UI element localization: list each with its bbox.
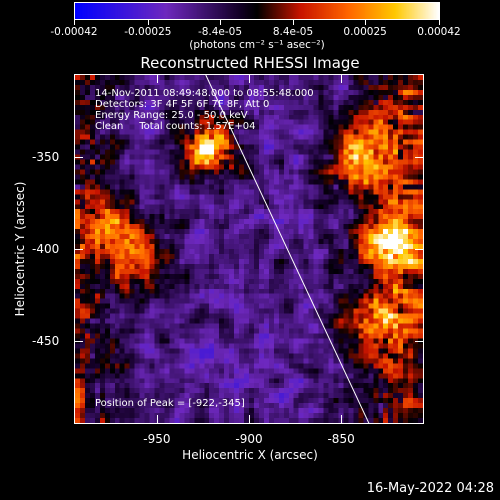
y-tick-mark (415, 249, 423, 250)
y-tick-mark (75, 156, 83, 158)
info-time: 14-Nov-2011 08:49:48.000 to 08:55:48.000 (95, 88, 314, 99)
solar-limb-line (205, 75, 370, 423)
y-tick-label: -350 (32, 149, 60, 164)
colorbar-tick-label: -0.00042 (50, 26, 98, 38)
colorbar-tick (147, 20, 149, 25)
x-tick-mark (249, 75, 250, 83)
colorbar-tick-label: 0.00042 (417, 26, 461, 38)
x-tick-label: -850 (327, 432, 355, 446)
y-tick-mark (415, 156, 423, 158)
rhessi-image-map (75, 75, 423, 423)
y-tick-label: -400 (32, 242, 60, 256)
y-tick-mark (75, 341, 83, 343)
chart-title: Reconstructed RHESSI Image (140, 54, 360, 72)
y-tick-mark (75, 249, 83, 250)
x-axis-label: Heliocentric X (arcsec) (182, 448, 318, 462)
x-tick-mark (249, 415, 250, 423)
y-tick-mark (415, 341, 423, 343)
colorbar-tick (220, 20, 221, 25)
colorbar-tick-label: -0.00025 (124, 26, 172, 38)
colorbar-tick (74, 20, 75, 25)
plot-area: 14-Nov-2011 08:49:48.000 to 08:55:48.000… (74, 74, 424, 424)
timestamp: 16-May-2022 04:28 (366, 481, 494, 496)
x-tick-mark (341, 75, 343, 83)
info-clean: Clean Total counts: 1.57E+04 (95, 121, 256, 132)
colorbar-tick (439, 20, 440, 25)
colorbar-unit: (photons cm⁻² s⁻¹ asec⁻²) (189, 39, 325, 51)
x-tick-mark (156, 75, 158, 83)
colorbar-gradient (75, 3, 439, 19)
colorbar-tick-label: 0.00025 (343, 26, 387, 38)
colorbar-tick-label: -8.4e-05 (197, 26, 243, 38)
x-tick-label: -950 (143, 432, 171, 446)
info-peak: Position of Peak = [-922,-345] (95, 398, 245, 409)
x-tick-mark (341, 415, 343, 423)
y-axis-label: Heliocentric Y (arcsec) (13, 181, 27, 317)
info-detectors: Detectors: 3F 4F 5F 6F 7F 8F, Att 0 (95, 99, 270, 110)
colorbar (74, 2, 440, 20)
colorbar-tick (365, 20, 367, 25)
limb-overlay (205, 75, 370, 423)
y-tick-label: -450 (32, 334, 60, 349)
info-energy: Energy Range: 25.0 - 50.0 keV (95, 110, 248, 121)
colorbar-tick-label: 8.4e-05 (272, 26, 314, 38)
colorbar-tick (293, 20, 294, 25)
x-tick-mark (156, 415, 158, 423)
x-tick-label: -900 (235, 432, 263, 446)
